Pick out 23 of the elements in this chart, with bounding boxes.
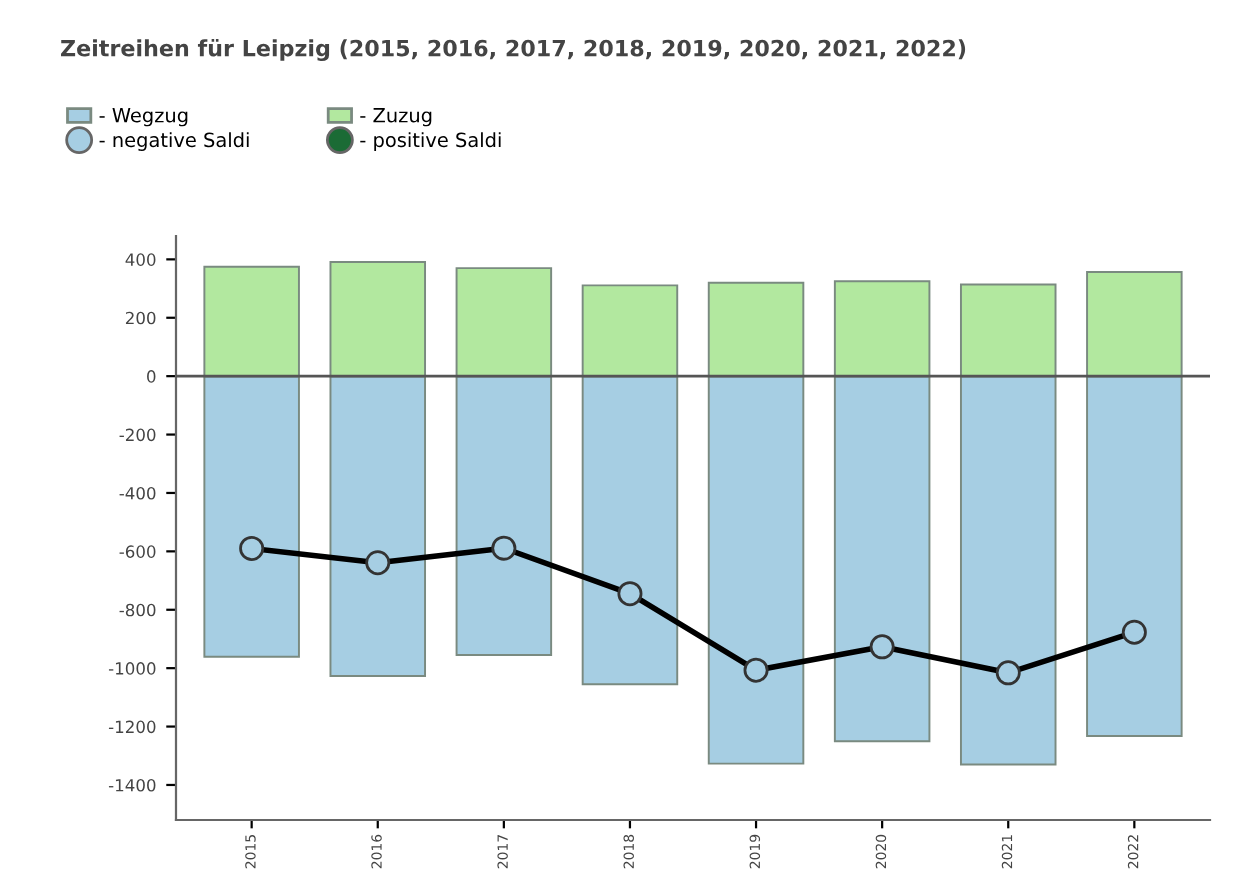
y-tick-label: -800 (119, 603, 156, 617)
y-tick-label: -400 (119, 486, 156, 500)
y-tick-label: -1400 (108, 778, 156, 792)
legend-label: - Zuzug (360, 108, 432, 127)
y-tick-label: 200 (125, 311, 156, 325)
y-tick-label: 0 (147, 370, 156, 383)
point (491, 535, 517, 561)
legend-label: - negative Saldi (99, 132, 249, 151)
point (995, 660, 1021, 686)
point (365, 550, 391, 576)
y-tick-label: -1000 (108, 662, 156, 675)
point (239, 535, 265, 561)
y-tick-label: 400 (125, 253, 156, 266)
legend-label: - Wegzug (99, 108, 188, 127)
point (743, 657, 769, 683)
point (1121, 619, 1147, 645)
y-tick-label: -600 (119, 545, 156, 558)
point (617, 581, 643, 607)
point (869, 634, 895, 660)
chart-title: Zeitreihen für Leipzig (2015, 2016, 2017, 2018, 2019, 2020, 2021, 2022) (61, 39, 966, 61)
y-tick-label: -200 (119, 428, 156, 442)
legend-label: - positive Saldi (360, 132, 501, 151)
y-tick-label: -1200 (108, 720, 156, 734)
